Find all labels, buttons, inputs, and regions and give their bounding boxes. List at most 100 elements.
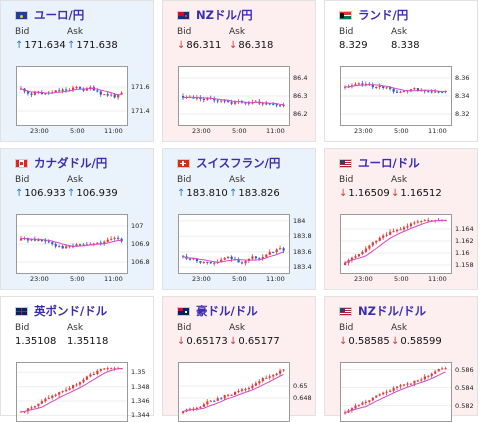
arrow-up-icon: ↑ — [15, 40, 24, 51]
arrow-down-icon: ↓ — [339, 336, 348, 347]
candle-body — [272, 104, 275, 106]
pair-name[interactable]: NZドル/円 — [196, 8, 253, 22]
candle-body — [96, 242, 99, 244]
currency-card-chfjpy[interactable]: スイスフラン/円 Bid Ask ↑183.810 ↑183.826 184 183.8 18… — [162, 148, 316, 290]
moving-average-line — [182, 373, 284, 412]
pair-title[interactable]: カナダドル/円 — [15, 156, 107, 170]
candle-body — [103, 241, 106, 244]
bid-label: Bid — [339, 27, 354, 37]
currency-card-nzdusd[interactable]: NZドル/ドル Bid Ask ↓0.58585 ↓0.58599 0.586 0.584 0… — [324, 296, 478, 422]
currency-card-nzdjpy[interactable]: NZドル/円 Bid Ask ↓86.311 ↓86.318 86.4 86.3 86.2 23… — [162, 0, 316, 142]
currency-card-zarjpy[interactable]: ランド/円 Bid Ask 8.329 8.338 8.36 8.34 8.32 23:00 5:… — [324, 0, 478, 142]
currency-card-gbpusd[interactable]: 英ポンド/ドル Bid Ask 1.35108 1.35118 1.35 1.348 1.34… — [0, 296, 154, 422]
candlestick-chart — [340, 66, 452, 126]
candle-body — [361, 83, 364, 85]
candle-body — [416, 88, 419, 91]
candle-body — [375, 395, 378, 398]
candle-body — [268, 103, 271, 105]
candle-body — [392, 387, 395, 391]
candle-body — [261, 103, 264, 105]
candle-body — [30, 238, 33, 241]
pair-name[interactable]: ユーロ/ドル — [358, 156, 420, 170]
candle-body — [389, 231, 392, 235]
arrow-down-icon: ↓ — [229, 40, 238, 51]
bid-price: 1.35108 — [15, 336, 57, 347]
pair-name[interactable]: ユーロ/円 — [34, 8, 85, 22]
candle-body — [78, 382, 82, 385]
candle-body — [240, 262, 244, 264]
candle-body — [216, 100, 219, 102]
y-tick-label: 8.34 — [455, 92, 470, 100]
candle-body — [72, 87, 75, 90]
candle-body — [258, 258, 261, 260]
candle-body — [106, 239, 109, 242]
candle-body — [344, 262, 347, 265]
candle-body — [182, 96, 185, 98]
candle-body — [110, 94, 113, 96]
candle-body — [427, 91, 430, 93]
ask-price: 86.318 — [238, 40, 274, 51]
candle-body — [103, 368, 106, 370]
candle-body — [444, 90, 447, 93]
arrow-up-icon: ↑ — [15, 188, 24, 199]
candle-body — [368, 245, 371, 249]
currency-card-eurusd[interactable]: ユーロ/ドル Bid Ask ↓1.16509 ↓1.16512 1.164 1.162 1.… — [324, 148, 478, 290]
bid-label: Bid — [339, 175, 354, 185]
pair-title[interactable]: スイスフラン/円 — [177, 156, 280, 170]
pair-title[interactable]: ユーロ/ドル — [339, 156, 420, 170]
currency-card-cadjpy[interactable]: カナダドル/円 Bid Ask ↑106.933 ↑106.939 107 106.9 106… — [0, 148, 154, 290]
ask-value: 1.35118 — [67, 336, 108, 347]
pair-title[interactable]: 豪ドル/ドル — [177, 304, 258, 318]
flag-icon — [339, 158, 352, 168]
currency-card-audusd[interactable]: 豪ドル/ドル Bid Ask ↓0.65173 ↓0.65177 0.65 0.648 — [162, 296, 316, 422]
pair-name[interactable]: カナダドル/円 — [34, 156, 108, 170]
arrow-down-icon: ↓ — [339, 188, 348, 199]
flag-icon — [15, 306, 28, 316]
pair-title[interactable]: 英ポンド/ドル — [15, 304, 107, 318]
ask-price: 0.58599 — [400, 336, 442, 347]
x-tick-label: 23:00 — [192, 275, 211, 283]
candle-body — [430, 373, 433, 376]
candle-body — [409, 383, 413, 385]
candle-body — [33, 406, 37, 408]
y-tick-label: 184 — [293, 216, 306, 225]
pair-title[interactable]: NZドル/円 — [177, 8, 253, 22]
pair-name[interactable]: ランド/円 — [358, 8, 409, 22]
candle-body — [413, 222, 416, 224]
y-tick-label: 171.6 — [131, 83, 150, 91]
pair-title[interactable]: NZドル/ドル — [339, 304, 426, 318]
candle-body — [279, 105, 282, 107]
candle-body — [68, 246, 71, 248]
ask-label: Ask — [391, 175, 408, 185]
x-tick-label: 11:00 — [428, 275, 447, 283]
candle-body — [441, 91, 444, 93]
ask-price: 183.826 — [238, 188, 280, 199]
currency-card-eurjpy[interactable]: ユーロ/円 Bid Ask ↑171.634 ↑171.638 171.6 171.4 23:… — [0, 0, 154, 142]
bid-price: 171.634 — [24, 40, 66, 51]
y-tick-label: 1.346 — [131, 397, 150, 405]
candle-body — [75, 244, 78, 247]
pair-name[interactable]: 豪ドル/ドル — [196, 304, 258, 318]
bid-value: ↓0.65173 — [177, 336, 228, 347]
pair-name[interactable]: NZドル/ドル — [358, 304, 427, 318]
candle-body — [230, 394, 233, 396]
pair-name[interactable]: スイスフラン/円 — [196, 156, 281, 170]
candle-body — [120, 92, 123, 95]
candle-body — [423, 90, 426, 92]
price-chart: 184 183.8 183.6 183.4 23:00 5:00 11:00 — [178, 214, 312, 283]
ask-label: Ask — [391, 323, 408, 333]
candle-body — [375, 240, 378, 243]
candle-body — [244, 389, 247, 391]
pair-title[interactable]: ランド/円 — [339, 8, 408, 22]
candle-body — [202, 261, 205, 263]
pair-title[interactable]: ユーロ/円 — [15, 8, 84, 22]
candle-body — [120, 238, 123, 242]
candle-body — [247, 388, 251, 390]
y-tick-label: 1.162 — [455, 237, 474, 245]
candle-body — [402, 90, 406, 92]
candle-body — [40, 240, 43, 242]
pair-name[interactable]: 英ポンド/ドル — [34, 304, 108, 318]
y-tick-label: 8.36 — [455, 74, 470, 82]
candle-body — [364, 401, 367, 403]
candle-body — [195, 258, 199, 262]
